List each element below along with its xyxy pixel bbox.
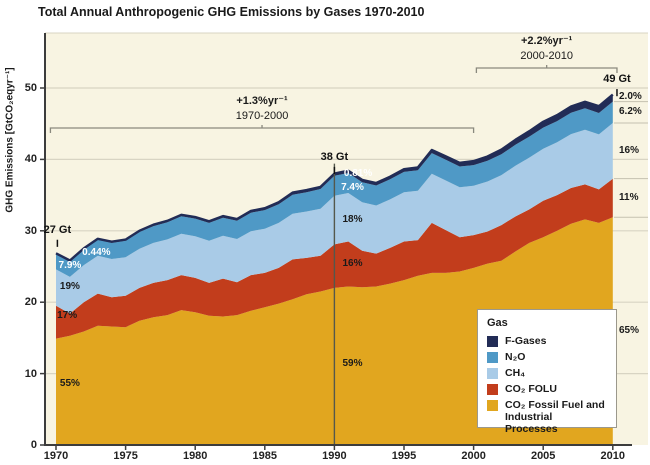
share-percent-label: 16%	[619, 144, 640, 156]
share-percent-label: 0.81%	[343, 168, 373, 180]
y-tick-label: 30	[24, 224, 37, 237]
x-tick-label: 1995	[391, 450, 417, 462]
legend-label: N₂O	[505, 351, 526, 363]
share-percent-label: 16%	[342, 257, 363, 269]
growth-bracket	[49, 125, 475, 133]
legend-swatch	[487, 351, 498, 363]
growth-rate-label: +2.2%yr⁻¹	[520, 35, 573, 47]
legend-item-3: CO₂ FOLU	[487, 383, 607, 395]
growth-bracket	[475, 65, 618, 73]
growth-period-label: 2000-2010	[520, 50, 573, 62]
x-tick-label: 2010	[600, 450, 626, 462]
total-gt-label: 49 Gt	[603, 73, 631, 86]
share-percent-label: 7.4%	[341, 181, 364, 193]
growth-period-label: 1970-2000	[235, 110, 289, 122]
share-percent-label: 0.44%	[82, 246, 111, 258]
share-percent-label: 17%	[57, 309, 78, 321]
x-tick-label: 1985	[252, 450, 278, 462]
legend-items: F-Gases N₂O CH₄ CO₂ FOLU CO₂ Fossil Fuel and…	[487, 335, 607, 435]
legend-title: Gas	[487, 317, 508, 329]
y-tick-label: 40	[24, 153, 37, 166]
growth-rate-label: +1.3%yr⁻¹	[236, 95, 288, 107]
share-percent-label: 2.0%	[619, 91, 642, 103]
x-tick-label: 1970	[43, 450, 69, 462]
share-percent-label: 55%	[59, 377, 80, 389]
y-tick-label: 0	[30, 439, 37, 451]
x-tick-label: 1980	[182, 450, 208, 462]
share-percent-label: 18%	[342, 214, 363, 226]
x-tick-label: 1990	[322, 450, 347, 462]
share-percent-label: 11%	[619, 191, 639, 203]
legend-item-1: N₂O	[487, 351, 607, 363]
y-tick-label: 20	[24, 296, 37, 309]
x-tick-label: 1975	[113, 450, 138, 462]
x-tick-label: 2005	[530, 450, 556, 462]
y-tick-label: 10	[24, 367, 37, 380]
legend-swatch	[487, 399, 498, 411]
total-gt-label: 27 Gt	[43, 224, 72, 237]
legend-label: CO₂ Fossil Fuel and Industrial Processes	[505, 399, 605, 435]
chart-title: Total Annual Anthropogenic GHG Emissions…	[38, 5, 425, 19]
share-percent-label: 7.9%	[58, 259, 82, 271]
legend-item-2: CH₄	[487, 367, 607, 379]
legend-item-0: F-Gases	[487, 335, 607, 347]
share-percent-label: 19%	[59, 281, 80, 293]
share-percent-label: 59%	[342, 358, 363, 370]
x-tick-label: 2000	[461, 450, 486, 462]
legend-label: CH₄	[505, 367, 526, 379]
share-percent-label: 65%	[619, 324, 640, 336]
legend-swatch	[487, 383, 498, 395]
legend-item-4: CO₂ Fossil Fuel and Industrial Processes	[487, 399, 607, 435]
legend-box: Gas F-Gases N₂O CH₄ CO₂ FOLU CO₂ Fossil Fuel…	[477, 309, 617, 435]
share-percent-label: 6.2%	[619, 106, 642, 118]
legend-label: CO₂ FOLU	[505, 383, 557, 395]
total-gt-label: 38 Gt	[320, 151, 349, 164]
legend-swatch	[487, 367, 498, 379]
legend-label: F-Gases	[505, 335, 547, 347]
legend-swatch	[487, 335, 498, 347]
y-tick-label: 50	[24, 82, 37, 94]
